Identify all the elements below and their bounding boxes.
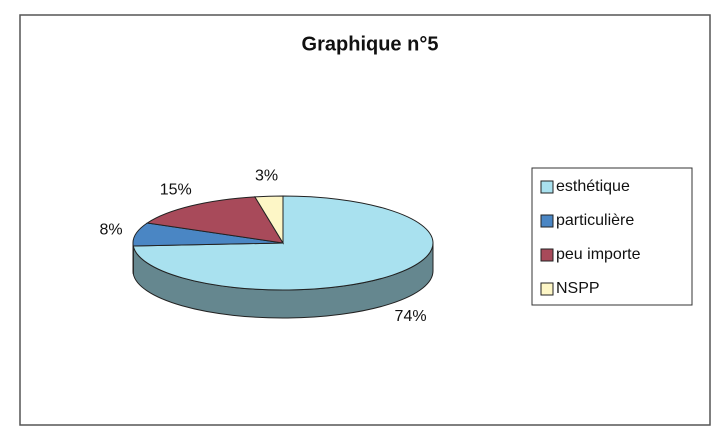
legend-label: peu importe (556, 246, 641, 263)
legend-swatch (540, 180, 554, 194)
chart-title: Graphique n°5 (302, 33, 439, 55)
legend-label: esthétique (556, 178, 630, 195)
data-label: 15% (160, 181, 192, 198)
data-label: 8% (100, 222, 123, 239)
legend-swatch (540, 282, 554, 296)
pie-slice (254, 195, 284, 245)
legend-swatch (540, 214, 554, 228)
data-label: 74% (395, 308, 427, 325)
data-label: 3% (255, 168, 278, 185)
legend-swatch (540, 248, 554, 262)
legend-box (531, 167, 693, 306)
legend-label: particulière (556, 212, 634, 229)
legend-label: NSPP (556, 280, 600, 297)
pie-slice (145, 196, 284, 244)
